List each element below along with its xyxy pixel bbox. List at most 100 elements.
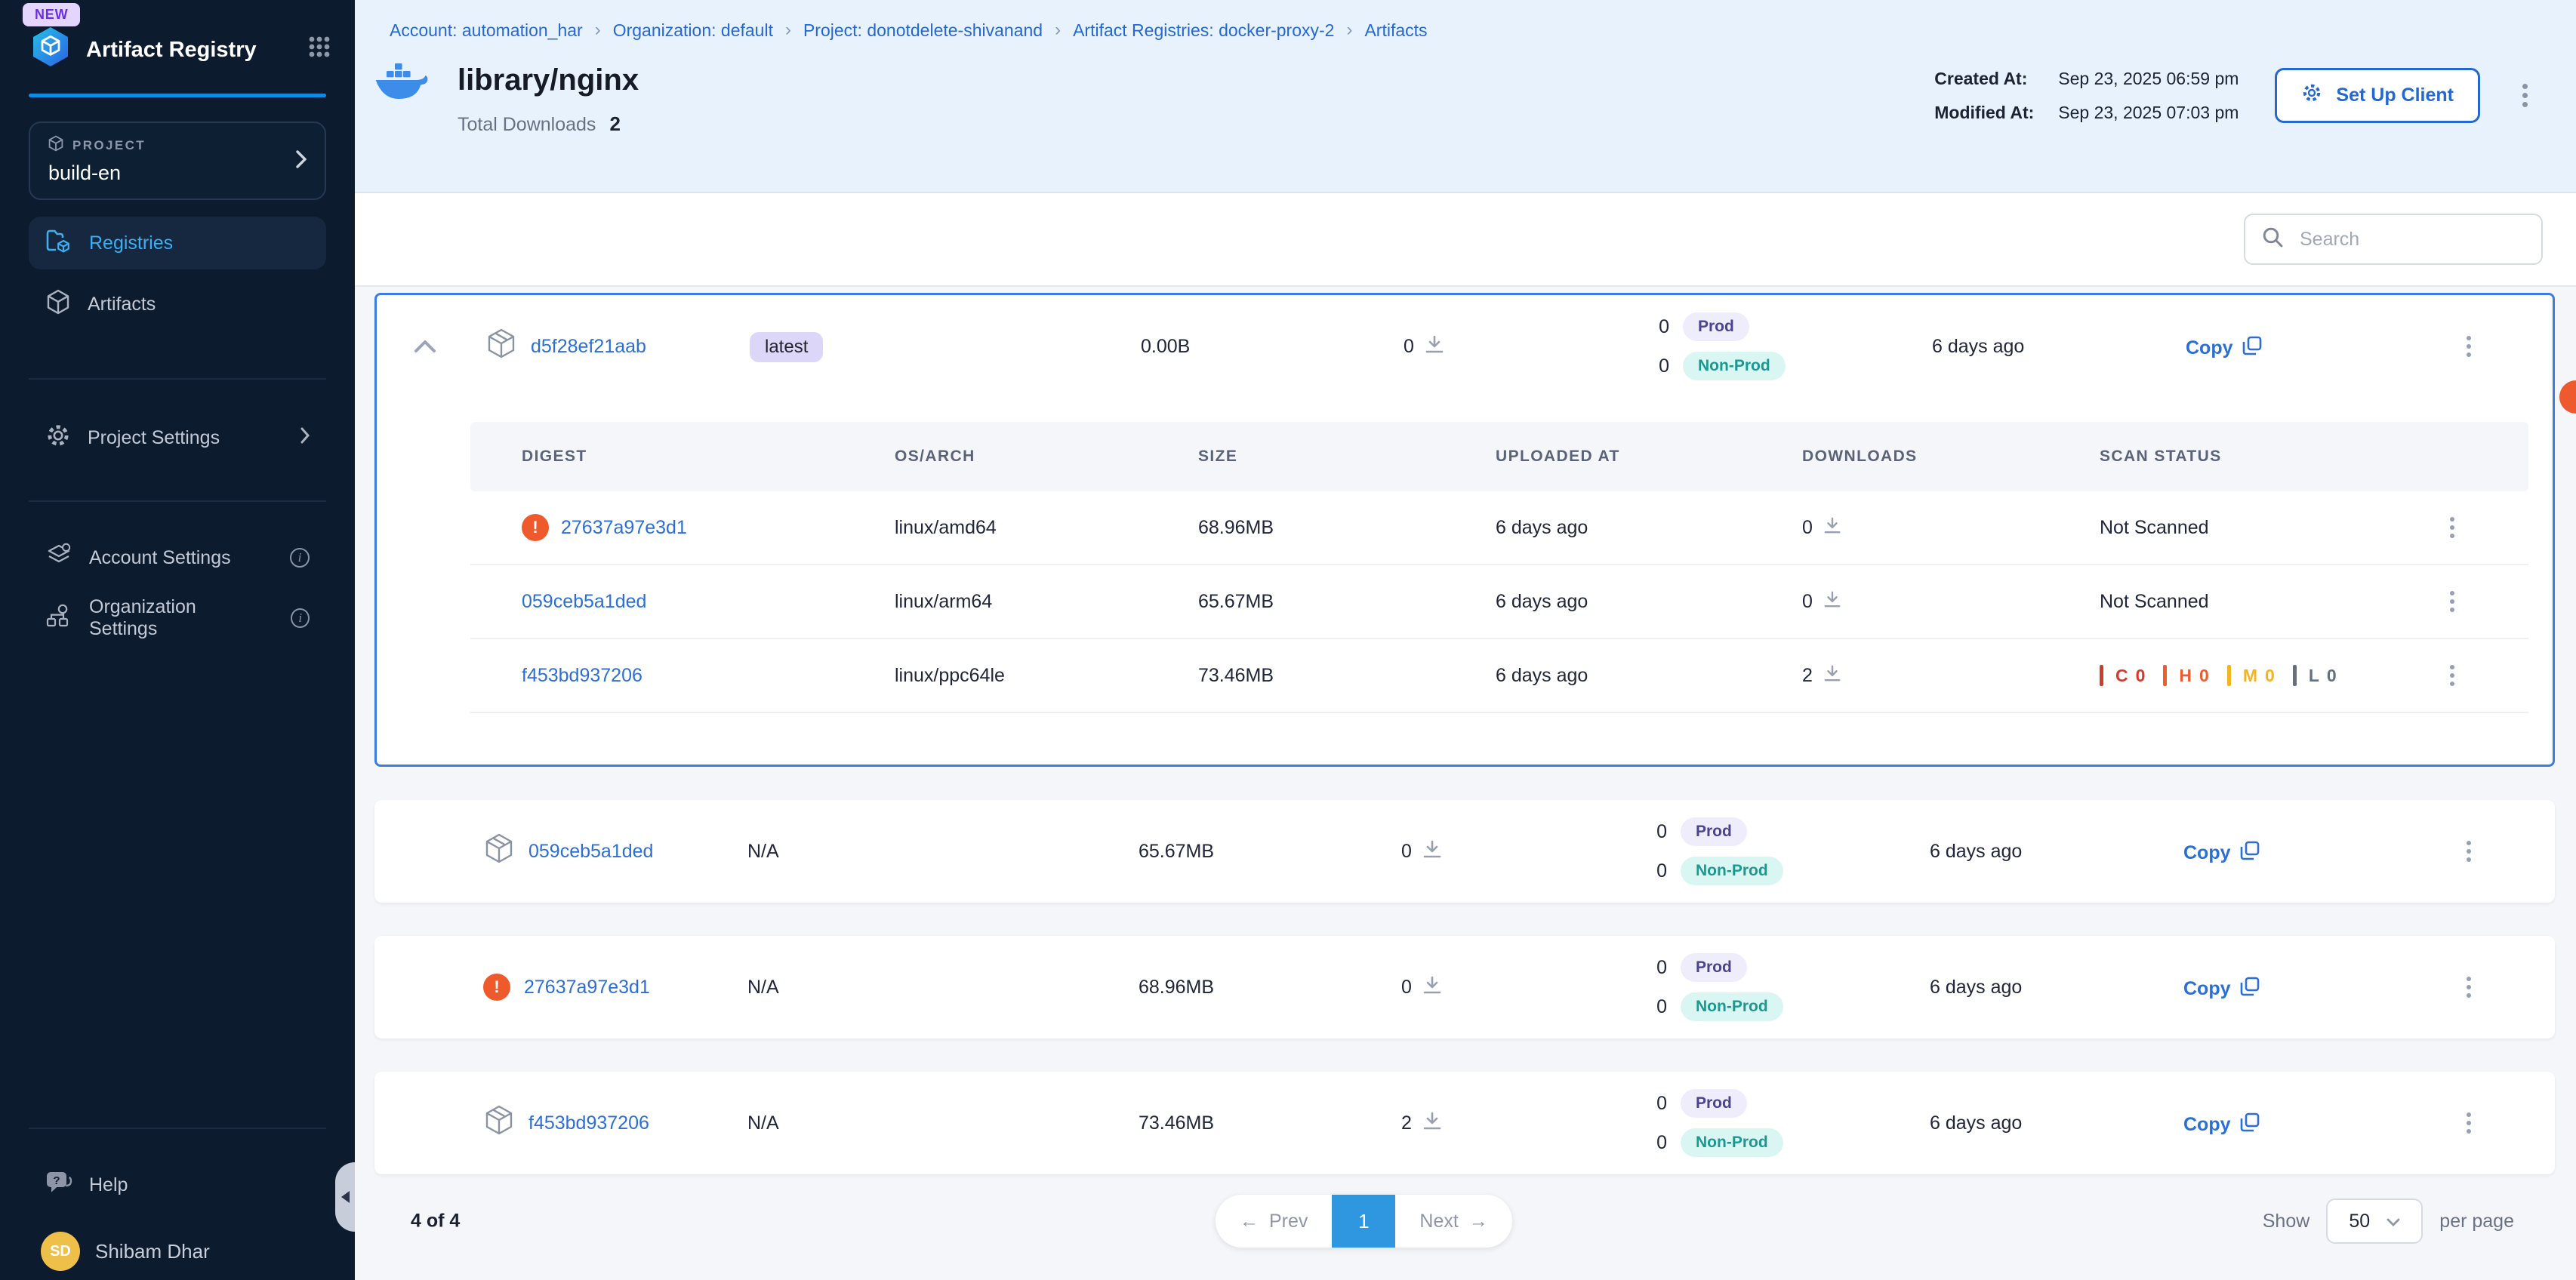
copy-button[interactable]: Copy [2183, 977, 2260, 1002]
row-kebab-menu[interactable] [2444, 511, 2460, 544]
nonprod-badge: Non-Prod [1681, 992, 1783, 1021]
version-updated: 6 days ago [1932, 335, 2025, 357]
breadcrumb-project[interactable]: Project: donotdelete-shivanand [803, 20, 1043, 40]
row-kebab-menu[interactable] [2460, 971, 2477, 1004]
prod-badge: Prod [1683, 312, 1749, 341]
digest-link[interactable]: 27637a97e3d1 [561, 516, 687, 538]
version-name-link[interactable]: f453bd937206 [528, 1112, 649, 1134]
header-kebab-menu[interactable] [2516, 78, 2534, 113]
organization-settings-icon [45, 603, 72, 634]
breadcrumb-organization[interactable]: Organization: default [612, 20, 773, 40]
set-up-client-button[interactable]: Set Up Client [2275, 68, 2480, 123]
help-chat-icon: ? [45, 1170, 72, 1201]
breadcrumb-separator: › [784, 20, 791, 40]
chevron-right-icon [300, 427, 310, 449]
digest-link[interactable]: f453bd937206 [522, 664, 642, 686]
copy-icon [2240, 841, 2260, 866]
row-kebab-menu[interactable] [2444, 659, 2460, 692]
sidebar-item-label: Organization Settings [89, 596, 196, 639]
sidebar-item-label: Help [89, 1174, 128, 1195]
sidebar-item-help[interactable]: ? Help [29, 1162, 326, 1208]
page-size-select[interactable]: 50 [2326, 1198, 2423, 1244]
info-icon[interactable]: i [290, 548, 310, 568]
breadcrumb-account[interactable]: Account: automation_har [390, 20, 583, 40]
sidebar-item-organization-settings[interactable]: Organization Settings i [29, 595, 326, 641]
project-value: build-en [48, 162, 122, 184]
gear-icon [45, 423, 71, 454]
search-icon [2262, 226, 2283, 254]
version-card: 059ceb5a1ded N/A 65.67MB 0 0 Prod 0 Non-Pr… [374, 800, 2555, 903]
version-size: 0.00B [1141, 335, 1191, 357]
sidebar-accent-rule [29, 94, 326, 97]
total-downloads-label: Total Downloads [458, 114, 596, 135]
app-title: Artifact Registry [86, 37, 257, 62]
version-name-link[interactable]: 27637a97e3d1 [524, 976, 650, 998]
digest-osarch: linux/ppc64le [895, 664, 1005, 686]
result-count: 4 of 4 [411, 1210, 461, 1232]
version-row: f453bd937206 N/A 73.46MB 2 0 Prod 0 Non-Pr… [374, 1072, 2555, 1174]
sidebar-item-label: Account Settings [89, 546, 231, 568]
digest-uploaded: 6 days ago [1496, 590, 1588, 612]
prev-page-button[interactable]: ← Prev [1240, 1210, 1308, 1232]
version-row: ! 27637a97e3d1 N/A 68.96MB 0 0 Prod 0 Non-… [374, 936, 2555, 1038]
current-page-button[interactable]: 1 [1332, 1195, 1396, 1248]
column-header-scan: SCAN STATUS [2100, 448, 2222, 465]
digest-size: 73.46MB [1198, 664, 1274, 686]
copy-button[interactable]: Copy [2183, 1112, 2260, 1137]
copy-icon [2240, 1112, 2260, 1137]
digest-table-header: DIGEST OS/ARCH SIZE UPLOADED AT DOWNLOAD… [470, 422, 2528, 491]
user-menu[interactable]: SD Shibam Dhar [0, 1208, 355, 1274]
download-icon [1425, 334, 1444, 359]
sidebar-item-artifacts[interactable]: Artifacts [29, 282, 326, 327]
row-kebab-menu[interactable] [2460, 835, 2477, 868]
docker-icon [374, 63, 429, 113]
version-downloads: 0 [1343, 334, 1630, 359]
svg-text:?: ? [53, 1174, 60, 1186]
digest-table: DIGEST OS/ARCH SIZE UPLOADED AT DOWNLOAD… [470, 422, 2528, 765]
sidebar-collapse-handle[interactable] [335, 1162, 355, 1232]
sidebar-divider [29, 378, 326, 380]
row-kebab-menu[interactable] [2460, 1106, 2477, 1140]
chevron-down-icon [2386, 1211, 2400, 1232]
project-selector[interactable]: PROJECT build-en [29, 122, 326, 200]
download-icon [1422, 839, 1442, 864]
version-name-link[interactable]: d5f28ef21aab [531, 335, 646, 357]
sidebar-item-account-settings[interactable]: Account Settings i [29, 535, 326, 580]
gear-icon [2301, 82, 2322, 109]
app-grid-icon[interactable] [308, 35, 331, 64]
package-box-icon [483, 832, 515, 871]
floating-action-dot[interactable] [2559, 380, 2576, 414]
info-icon[interactable]: i [291, 608, 310, 628]
download-icon [1823, 516, 1841, 540]
scan-status: Not Scanned [2100, 516, 2209, 538]
search-input[interactable] [2297, 226, 2525, 252]
copy-button[interactable]: Copy [2183, 841, 2260, 866]
version-size: 73.46MB [1139, 1112, 1215, 1134]
page-header: Account: automation_har › Organization: … [355, 0, 2576, 193]
nonprod-badge: Non-Prod [1681, 857, 1783, 885]
search-box [2244, 214, 2543, 265]
digest-link[interactable]: 059ceb5a1ded [522, 590, 647, 612]
next-page-button[interactable]: Next → [1419, 1210, 1488, 1232]
version-tag: N/A [747, 1112, 779, 1134]
version-environments: 0 Prod 0 Non-Prod [1628, 1089, 1915, 1157]
version-updated: 6 days ago [1930, 840, 2023, 862]
pagination: 4 of 4 ← Prev 1 Next → Show 50 [374, 1174, 2555, 1268]
column-header-size: SIZE [1198, 448, 1238, 465]
version-name-link[interactable]: 059ceb5a1ded [528, 840, 654, 862]
set-up-client-label: Set Up Client [2336, 85, 2454, 106]
collapse-row-button[interactable] [377, 340, 473, 353]
download-icon [1823, 664, 1841, 688]
project-cube-icon [48, 135, 63, 155]
page-size-control: Show 50 per page [2263, 1198, 2514, 1244]
row-kebab-menu[interactable] [2444, 585, 2460, 618]
breadcrumb-artifacts[interactable]: Artifacts [1364, 20, 1428, 40]
row-kebab-menu[interactable] [2460, 330, 2477, 363]
breadcrumb-registry[interactable]: Artifact Registries: docker-proxy-2 [1073, 20, 1335, 40]
copy-button[interactable]: Copy [2186, 336, 2262, 361]
prod-badge: Prod [1681, 1089, 1747, 1118]
sidebar-item-registries[interactable]: Registries [29, 217, 326, 269]
sidebar-item-project-settings[interactable]: Project Settings [29, 411, 326, 464]
